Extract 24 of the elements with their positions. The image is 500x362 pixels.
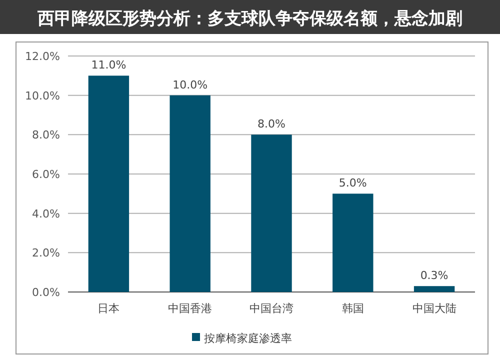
chart-title: 西甲降级区形势分析：多支球队争夺保级名额，悬念加剧 [36,9,462,29]
bar [332,194,374,292]
y-tick-label: 0.0% [32,286,60,299]
y-tick-label: 10.0% [25,89,60,102]
x-tick-label: 中国大陆 [412,302,456,315]
x-tick-label: 韩国 [342,302,364,315]
bar [414,286,455,292]
data-label: 10.0% [172,78,208,92]
y-tick-label: 6.0% [32,168,60,181]
x-tick-label: 中国香港 [168,302,212,315]
x-tick-label: 日本 [98,302,120,315]
data-label: 0.3% [420,269,448,282]
data-label: 8.0% [258,118,286,131]
y-tick-label: 8.0% [32,128,60,142]
y-tick-label: 2.0% [32,246,60,260]
y-tick-label: 12.0% [25,50,60,63]
legend-label: 按摩椅家庭渗透率 [204,332,292,345]
data-label: 11.0% [91,58,126,72]
bar [88,76,130,292]
bar [251,134,292,292]
bar [170,95,210,292]
y-tick-label: 4.0% [32,207,60,220]
data-label: 5.0% [338,176,367,190]
x-tick-label: 中国台湾 [250,302,294,315]
